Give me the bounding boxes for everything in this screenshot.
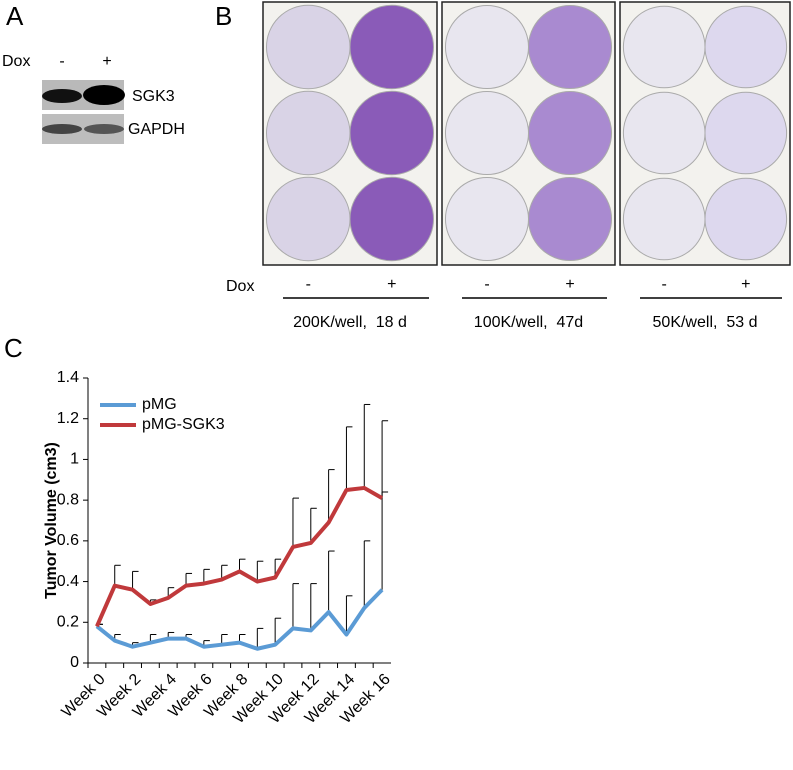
well xyxy=(704,177,788,261)
dox-plus: + xyxy=(565,276,574,293)
dox-plus: + xyxy=(741,276,750,293)
plate-caption: 200K/well, 18 d xyxy=(293,314,407,331)
panel-label: A xyxy=(6,1,24,31)
y-tick-label: 0.8 xyxy=(57,491,79,508)
well xyxy=(622,5,706,89)
legend-label: pMG-SGK3 xyxy=(142,416,225,433)
series-line xyxy=(95,485,384,628)
dox-minus: - xyxy=(662,276,667,293)
band-label: SGK3 xyxy=(132,88,175,105)
dox-label: Dox xyxy=(2,53,30,70)
plate-caption: 50K/well, 53 d xyxy=(653,314,758,331)
well xyxy=(704,91,788,175)
blot-band xyxy=(42,124,82,134)
well xyxy=(265,176,351,262)
plates: - +200K/well, 18 d - +100K/well, 47d - +50K/w… xyxy=(262,1,791,331)
y-tick-label: 1.4 xyxy=(57,369,79,386)
dox-plus: + xyxy=(387,276,396,293)
well xyxy=(528,90,613,176)
blot-band xyxy=(84,124,124,134)
dox-label: Dox xyxy=(226,278,254,295)
well xyxy=(265,4,351,90)
well xyxy=(349,4,435,90)
dox-minus: - xyxy=(59,53,64,70)
well xyxy=(622,177,706,261)
panel-label: B xyxy=(215,1,232,31)
well xyxy=(622,91,706,175)
well xyxy=(349,176,435,262)
y-tick-label: 1 xyxy=(70,451,79,468)
blot-band xyxy=(83,85,125,105)
panel-label: C xyxy=(4,333,23,363)
well xyxy=(704,5,788,89)
dox-plus: + xyxy=(102,53,111,70)
well xyxy=(444,90,530,176)
y-axis-label: Tumor Volume (cm3) xyxy=(43,442,60,599)
legend-label: pMG xyxy=(142,396,177,413)
well xyxy=(444,176,530,262)
y-tick-label: 0.2 xyxy=(57,614,79,631)
well xyxy=(528,4,613,90)
well xyxy=(349,90,435,176)
blot-band xyxy=(42,89,82,103)
y-tick-label: 1.2 xyxy=(57,410,79,427)
y-tick-label: 0.6 xyxy=(57,532,79,549)
dox-minus: - xyxy=(484,276,489,293)
plate-caption: 100K/well, 47d xyxy=(474,314,583,331)
y-tick-label: 0.4 xyxy=(57,573,79,590)
y-tick-label: 0 xyxy=(70,654,79,671)
dox-minus: - xyxy=(306,276,311,293)
well xyxy=(265,90,351,176)
band-label: GAPDH xyxy=(128,121,185,138)
well xyxy=(528,176,613,262)
well xyxy=(444,4,530,90)
series-line xyxy=(95,588,384,651)
